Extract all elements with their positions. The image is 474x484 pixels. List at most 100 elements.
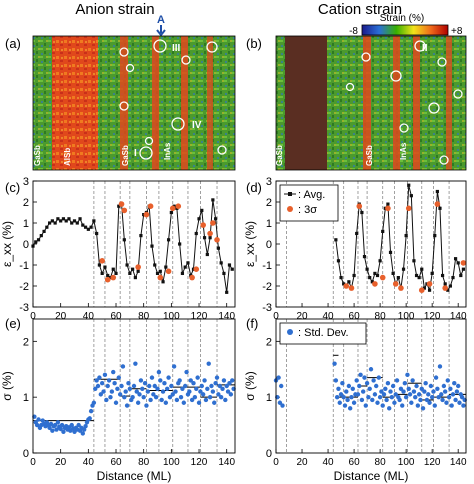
x-tick-label: 40 <box>322 457 334 468</box>
map-a-marker-label: IV <box>192 120 202 131</box>
avg-point <box>75 221 79 225</box>
stddev-point <box>423 381 428 386</box>
avg-point <box>430 271 434 275</box>
stddev-point <box>442 389 448 394</box>
stddev-point <box>440 397 445 403</box>
x-tick-label: 100 <box>398 311 415 322</box>
stddev-point <box>47 425 52 431</box>
avg-point <box>161 280 165 284</box>
stddev-point <box>379 389 384 394</box>
x-tick-label: 140 <box>450 311 467 322</box>
x-axis-label: Distance (ML) <box>334 469 409 483</box>
stddev-point <box>387 406 392 411</box>
y-axis-label: ε_xx (%) <box>243 221 257 267</box>
stddev-point <box>123 389 128 394</box>
stddev-point <box>453 397 458 403</box>
stddev-point <box>389 394 395 400</box>
avg-point <box>211 198 215 202</box>
stddev-point <box>108 394 113 400</box>
colorbar-title: Strain (%) <box>380 13 424 24</box>
stddev-point <box>124 403 130 408</box>
stddev-point <box>174 397 180 403</box>
stddev-point <box>151 392 156 397</box>
stddev-point <box>156 369 162 375</box>
legend-avg-marker <box>288 192 292 196</box>
stddev-point <box>354 378 359 383</box>
sigma3-point <box>405 205 412 212</box>
avg-point <box>365 267 369 271</box>
avg-point <box>417 276 421 280</box>
stddev-point <box>207 394 213 400</box>
y-tick-label: -2 <box>19 281 29 293</box>
stddev-point <box>119 383 124 389</box>
stddev-point <box>214 375 220 380</box>
stddev-point <box>58 426 63 432</box>
avg-point <box>72 219 77 223</box>
avg-point <box>197 217 201 221</box>
avg-point <box>214 217 218 221</box>
panel-label-a: (a) <box>5 36 21 51</box>
avg-point <box>352 273 356 278</box>
sigma3-point <box>121 207 128 214</box>
stddev-point <box>148 397 153 403</box>
header-cation: Cation strain <box>318 1 402 18</box>
avg-point <box>56 217 60 221</box>
stddev-point <box>153 394 159 400</box>
stddev-point <box>372 392 378 397</box>
sigma3-point <box>189 274 195 281</box>
y-tick-label: 0 <box>23 239 29 251</box>
avg-point <box>81 223 85 227</box>
legend-sigma3-marker <box>287 206 293 212</box>
stddev-point <box>210 389 216 394</box>
avg-point <box>401 267 406 271</box>
avg-point <box>34 240 38 244</box>
sigma3-point <box>207 230 213 237</box>
stddev-point <box>101 389 106 394</box>
avg-point <box>106 273 110 278</box>
stddev-point <box>230 378 235 383</box>
avg-point <box>183 265 187 269</box>
stddev-point <box>374 383 379 389</box>
stddev-point <box>431 389 436 394</box>
avg-point <box>219 261 223 265</box>
y-tick-label: 2 <box>266 336 272 348</box>
stddev-point <box>368 367 374 372</box>
stddev-point <box>436 394 441 400</box>
y-tick-label: 0 <box>23 448 29 460</box>
avg-point <box>164 265 168 269</box>
stddev-point <box>345 397 350 403</box>
stddev-point <box>393 392 398 397</box>
stddev-point <box>192 394 198 400</box>
stddev-point <box>59 422 65 428</box>
avg-point <box>153 263 157 267</box>
avg-point <box>391 271 395 275</box>
avg-point <box>336 259 341 263</box>
stddev-point <box>227 381 232 386</box>
stddev-point <box>280 403 285 408</box>
colorbar-min: -8 <box>349 26 358 37</box>
x-axis-label: Distance (ML) <box>97 469 172 483</box>
sigma3-point <box>175 203 182 209</box>
sigma3-point <box>193 266 200 273</box>
x-tick-label: 0 <box>273 311 279 322</box>
avg-point <box>48 221 52 225</box>
stddev-point <box>446 394 452 400</box>
avg-point <box>53 221 57 225</box>
avg-point <box>131 267 135 271</box>
stddev-point <box>87 416 92 421</box>
stddev-point <box>221 378 227 383</box>
sigma3-point <box>379 274 386 281</box>
legend-stddev-marker <box>287 329 293 335</box>
stddev-point <box>363 403 368 408</box>
stddev-point <box>401 389 406 394</box>
panel-label-d: (d) <box>246 180 262 195</box>
colorbar-max: +8 <box>451 26 463 37</box>
stddev-point <box>390 383 396 389</box>
x-tick-label: 120 <box>424 311 441 322</box>
y-tick-label: 0 <box>266 239 272 251</box>
stddev-point <box>54 427 59 432</box>
avg-point <box>461 267 465 271</box>
avg-point <box>409 194 413 198</box>
stddev-point <box>398 386 404 391</box>
